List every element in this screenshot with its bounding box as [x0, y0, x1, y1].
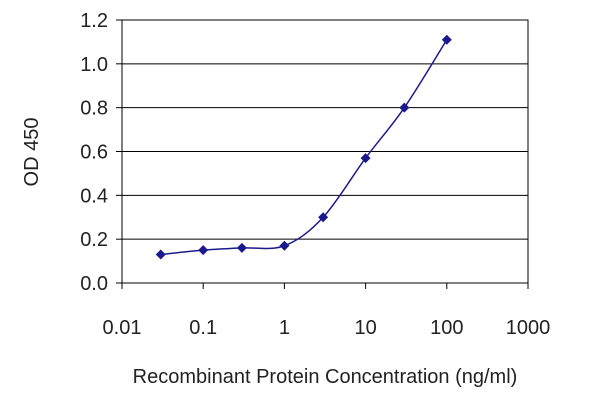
data-point-marker [236, 242, 247, 253]
x-axis-title: Recombinant Protein Concentration (ng/ml… [133, 366, 518, 388]
y-tick-label: 0.4 [80, 185, 108, 207]
y-tick-label: 1.2 [80, 10, 108, 32]
y-axis-title: OD 450 [21, 118, 43, 187]
y-tick-label: 0.0 [80, 273, 108, 295]
data-point-marker [155, 249, 166, 260]
data-point-marker [318, 212, 329, 223]
data-points [155, 34, 452, 260]
x-tick-label: 1 [279, 317, 290, 339]
x-tick-label: 10 [354, 317, 376, 339]
data-point-marker [360, 153, 371, 164]
grid-lines [122, 63, 528, 240]
x-tick-label: 100 [430, 317, 463, 339]
y-tick-label: 1.0 [80, 54, 108, 76]
x-tick-label: 1000 [506, 317, 551, 339]
x-tick-label: 0.1 [189, 317, 217, 339]
y-tick-label: 0.6 [80, 142, 108, 164]
y-tick-label: 0.2 [80, 229, 108, 251]
x-tick-label: 0.01 [103, 317, 142, 339]
data-point-marker [198, 245, 209, 256]
y-axis-ticks: 0.0 0.2 0.4 0.6 0.8 1.0 1.2 [80, 10, 122, 295]
data-point-marker [441, 34, 452, 45]
data-point-marker [279, 240, 290, 251]
data-point-marker [399, 102, 410, 113]
y-tick-label: 0.8 [80, 98, 108, 120]
x-axis-ticks: 0.01 0.1 1 10 100 1000 [103, 283, 551, 339]
